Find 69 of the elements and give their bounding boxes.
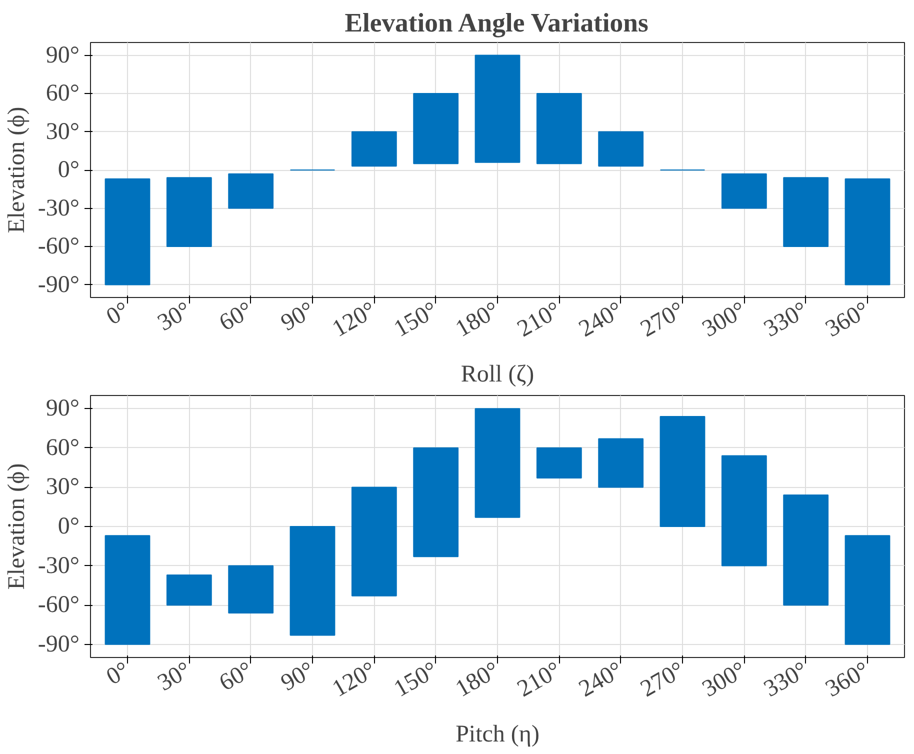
y-tick-label: 30° bbox=[46, 474, 80, 500]
bar bbox=[166, 574, 212, 606]
x-tick-label: 300° bbox=[698, 657, 751, 702]
bar bbox=[844, 535, 890, 645]
bar bbox=[660, 416, 706, 527]
x-tick-label: 90° bbox=[276, 297, 319, 336]
x-tick-label: 60° bbox=[215, 657, 258, 696]
bar bbox=[721, 455, 767, 566]
x-tick-label: 240° bbox=[574, 657, 628, 702]
x-axis-title: Pitch (η) bbox=[456, 722, 540, 748]
x-tick-label: 90° bbox=[276, 657, 319, 696]
bar bbox=[104, 535, 150, 645]
bar bbox=[536, 447, 582, 479]
y-tick-label: 90° bbox=[46, 396, 80, 422]
y-axis-title: Elevation (ϕ) bbox=[4, 106, 30, 234]
y-tick-label: 60° bbox=[46, 434, 80, 461]
bar bbox=[598, 131, 644, 167]
x-tick-label: 180° bbox=[451, 297, 504, 342]
x-tick-label: 150° bbox=[390, 657, 442, 702]
x-tick-label: 330° bbox=[760, 297, 812, 342]
x-tick-label: 300° bbox=[698, 297, 751, 342]
y-tick-label: -30° bbox=[38, 195, 80, 222]
y-tick-label: 30° bbox=[46, 118, 80, 145]
x-axis-title: Roll (ζ) bbox=[460, 362, 534, 388]
bar bbox=[351, 486, 397, 596]
bar bbox=[844, 178, 890, 286]
bar bbox=[783, 177, 829, 247]
x-tick-label: 30° bbox=[154, 657, 196, 696]
x-tick-label: 120° bbox=[328, 297, 381, 342]
x-tick-label: 360° bbox=[821, 657, 874, 702]
y-tick-label: 0° bbox=[58, 514, 80, 540]
x-tick-label: 180° bbox=[451, 657, 504, 702]
x-tick-label: 210° bbox=[513, 657, 566, 702]
x-tick-label: 330° bbox=[760, 657, 812, 702]
bar bbox=[474, 54, 520, 163]
bar bbox=[228, 173, 274, 209]
y-tick-label: -90° bbox=[38, 272, 80, 298]
y-tick-label: -60° bbox=[38, 234, 80, 260]
x-tick-label: 360° bbox=[821, 297, 874, 342]
bar bbox=[413, 447, 459, 558]
bar bbox=[721, 173, 767, 209]
bar bbox=[413, 93, 459, 164]
x-tick-label: 240° bbox=[574, 297, 628, 342]
y-tick-label: -60° bbox=[38, 592, 80, 618]
bar bbox=[536, 93, 582, 164]
y-tick-label: -90° bbox=[38, 631, 80, 658]
bar bbox=[351, 131, 397, 167]
x-tick-label: 150° bbox=[390, 297, 442, 342]
y-tick-label: 90° bbox=[46, 42, 80, 68]
y-axis-title: Elevation (ϕ) bbox=[4, 463, 30, 590]
x-tick-label: 270° bbox=[636, 297, 689, 342]
bar bbox=[783, 494, 829, 606]
x-tick-label: 0° bbox=[102, 297, 134, 331]
x-tick-label: 210° bbox=[513, 297, 566, 342]
x-tick-label: 0° bbox=[102, 657, 134, 691]
x-tick-label: 60° bbox=[215, 297, 258, 336]
chart-title: Elevation Angle Variations bbox=[344, 8, 648, 38]
bar bbox=[474, 408, 520, 518]
bar bbox=[104, 178, 150, 286]
bar bbox=[598, 438, 644, 488]
x-tick-label: 270° bbox=[636, 657, 689, 702]
bar bbox=[166, 177, 212, 247]
x-tick-label: 30° bbox=[154, 297, 196, 336]
y-tick-label: -30° bbox=[38, 552, 80, 579]
x-tick-label: 120° bbox=[328, 657, 381, 702]
bar bbox=[228, 565, 274, 614]
bar bbox=[290, 526, 336, 636]
y-tick-label: 0° bbox=[58, 157, 80, 183]
y-tick-label: 60° bbox=[46, 80, 80, 106]
